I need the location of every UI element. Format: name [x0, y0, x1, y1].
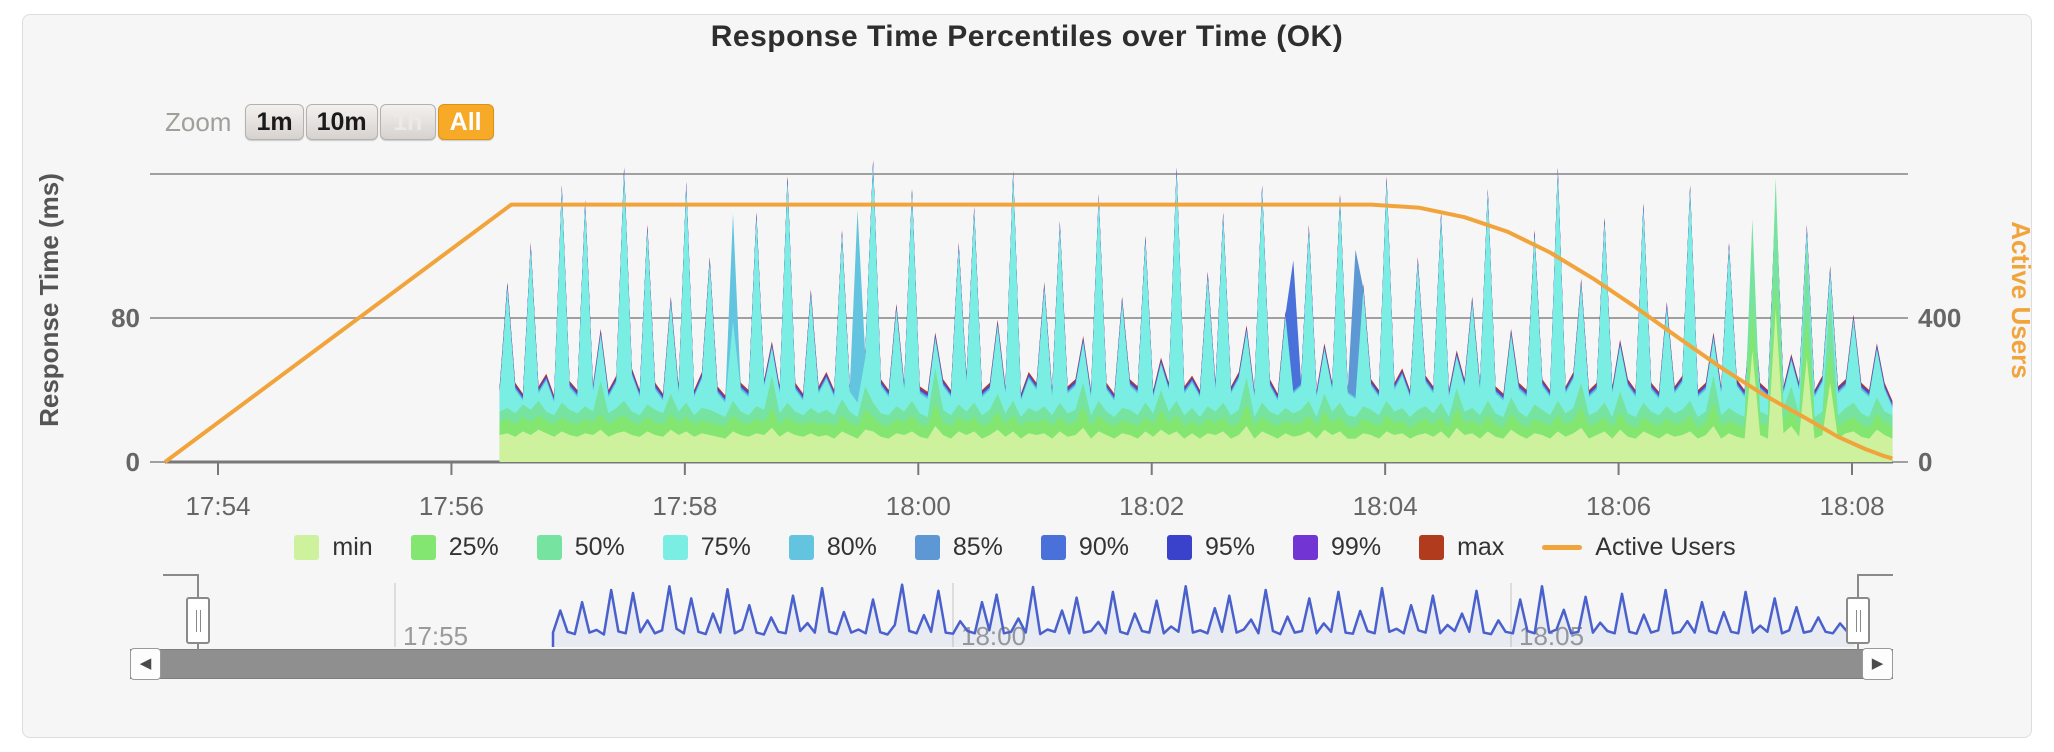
scroll-left-button[interactable]: ◀ — [130, 648, 161, 680]
zoom-label: Zoom — [165, 106, 232, 137]
legend-label: Active Users — [1595, 533, 1736, 561]
chart-legend: min 25% 50% 75% 80% 85% 90% 95% 99% max Active Use… — [130, 533, 1900, 562]
legend-item-active-users[interactable]: Active Users — [1542, 533, 1736, 562]
right-tick-label-0: 0 — [1918, 447, 1932, 477]
legend-swatch — [1166, 535, 1192, 560]
x-tick-label: 17:56 — [419, 491, 484, 521]
legend-item-85-[interactable]: 85% — [914, 533, 1003, 562]
series-area-75% — [499, 166, 1893, 463]
legend-label: min — [332, 533, 373, 561]
legend-swatch — [914, 535, 940, 560]
legend-label: 80% — [826, 533, 877, 561]
x-tick-label: 17:54 — [185, 491, 250, 521]
legend-label: 85% — [952, 533, 1003, 561]
x-tick-label: 18:00 — [886, 491, 951, 521]
right-axis-title: Active Users — [2006, 221, 2036, 379]
left-tick-label-0: 0 — [126, 447, 140, 477]
legend-item-75-[interactable]: 75% — [662, 533, 751, 562]
left-handle-bracket — [163, 574, 199, 576]
navigator-tick-label: 18:05 — [1519, 621, 1584, 651]
legend-label: 75% — [700, 533, 751, 561]
legend-item-99-[interactable]: 99% — [1293, 533, 1381, 562]
legend-swatch — [294, 535, 320, 560]
navigator-tick-label: 17:55 — [403, 621, 468, 651]
zoom-button-10m[interactable]: 10m — [305, 104, 378, 140]
page-title: Response Time Percentiles over Time (OK) — [710, 20, 1344, 53]
legend-swatch — [410, 535, 436, 560]
legend-swatch — [662, 535, 688, 560]
legend-label: 50% — [574, 533, 625, 561]
zoom-controls: Zoom 1m 10m 1h All — [165, 103, 496, 141]
navigator-right-handle[interactable] — [1846, 597, 1870, 644]
legend-swatch — [1293, 535, 1319, 560]
x-tick-label: 17:58 — [652, 491, 717, 521]
active-users-line — [163, 202, 1893, 464]
legend-label: max — [1457, 533, 1505, 561]
series-area-min — [499, 309, 1893, 462]
right-tick-label-400: 400 — [1918, 303, 1961, 333]
legend-item-min[interactable]: min — [294, 533, 373, 562]
left-tick-label-80: 80 — [111, 303, 140, 333]
zoom-button-1h[interactable]: 1h — [379, 104, 436, 140]
legend-item-95-[interactable]: 95% — [1166, 533, 1256, 562]
legend-item-80-[interactable]: 80% — [788, 533, 877, 562]
zoom-button-all[interactable]: All — [437, 104, 494, 140]
legend-swatch — [788, 535, 814, 560]
left-axis-title: Response Time (ms) — [34, 173, 64, 427]
legend-swatch — [1419, 535, 1445, 560]
legend-swatch — [1040, 535, 1066, 560]
legend-label: 90% — [1078, 533, 1129, 561]
navigator-left-handle[interactable] — [186, 597, 210, 644]
navigator-area — [553, 584, 1855, 647]
scroll-right-button[interactable]: ▶ — [1862, 648, 1893, 680]
navigator-line — [551, 583, 1856, 647]
x-tick-label: 18:08 — [1819, 491, 1884, 521]
zoom-button-1m[interactable]: 1m — [245, 104, 304, 140]
legend-line-marker — [1542, 545, 1583, 550]
legend-item-90-[interactable]: 90% — [1040, 533, 1129, 562]
right-handle-bracket — [1857, 574, 1893, 576]
x-tick-label: 18:02 — [1119, 491, 1184, 521]
legend-label: 95% — [1204, 533, 1256, 561]
x-tick-label: 18:06 — [1586, 491, 1651, 521]
legend-item-25-[interactable]: 25% — [410, 533, 499, 562]
legend-label: 25% — [448, 533, 499, 561]
legend-swatch — [536, 535, 562, 560]
navigator-scrollbar-track[interactable] — [130, 649, 1893, 679]
legend-label: 99% — [1331, 533, 1382, 561]
x-tick-label: 18:04 — [1353, 491, 1418, 521]
legend-item-50-[interactable]: 50% — [536, 533, 625, 562]
legend-item-max[interactable]: max — [1419, 533, 1504, 562]
